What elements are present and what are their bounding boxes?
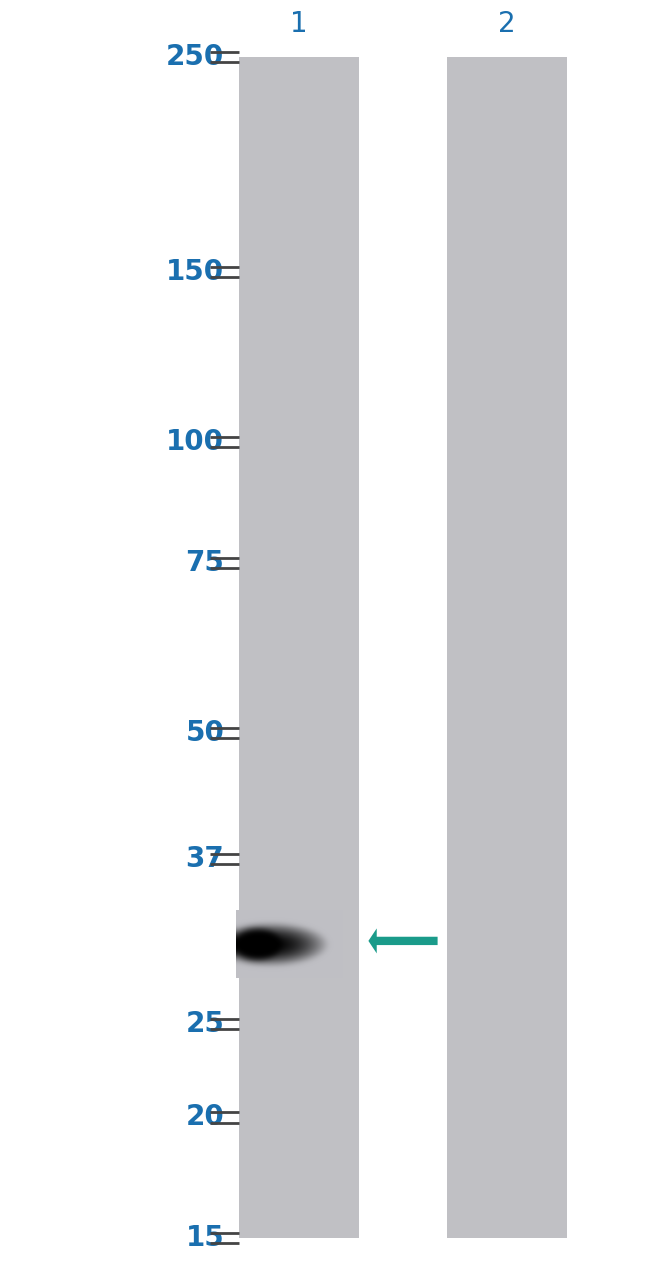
Text: 15: 15 (185, 1224, 224, 1252)
Bar (239, 57, 359, 1238)
Text: 1: 1 (290, 10, 308, 38)
Text: 150: 150 (166, 258, 224, 286)
Text: 50: 50 (185, 719, 224, 747)
Text: 250: 250 (166, 43, 224, 71)
Text: 100: 100 (166, 428, 224, 456)
Text: 75: 75 (185, 549, 224, 577)
Bar (447, 57, 567, 1238)
Text: 37: 37 (185, 846, 224, 874)
Text: 2: 2 (498, 10, 516, 38)
Text: 20: 20 (185, 1104, 224, 1132)
Text: 25: 25 (185, 1010, 224, 1038)
